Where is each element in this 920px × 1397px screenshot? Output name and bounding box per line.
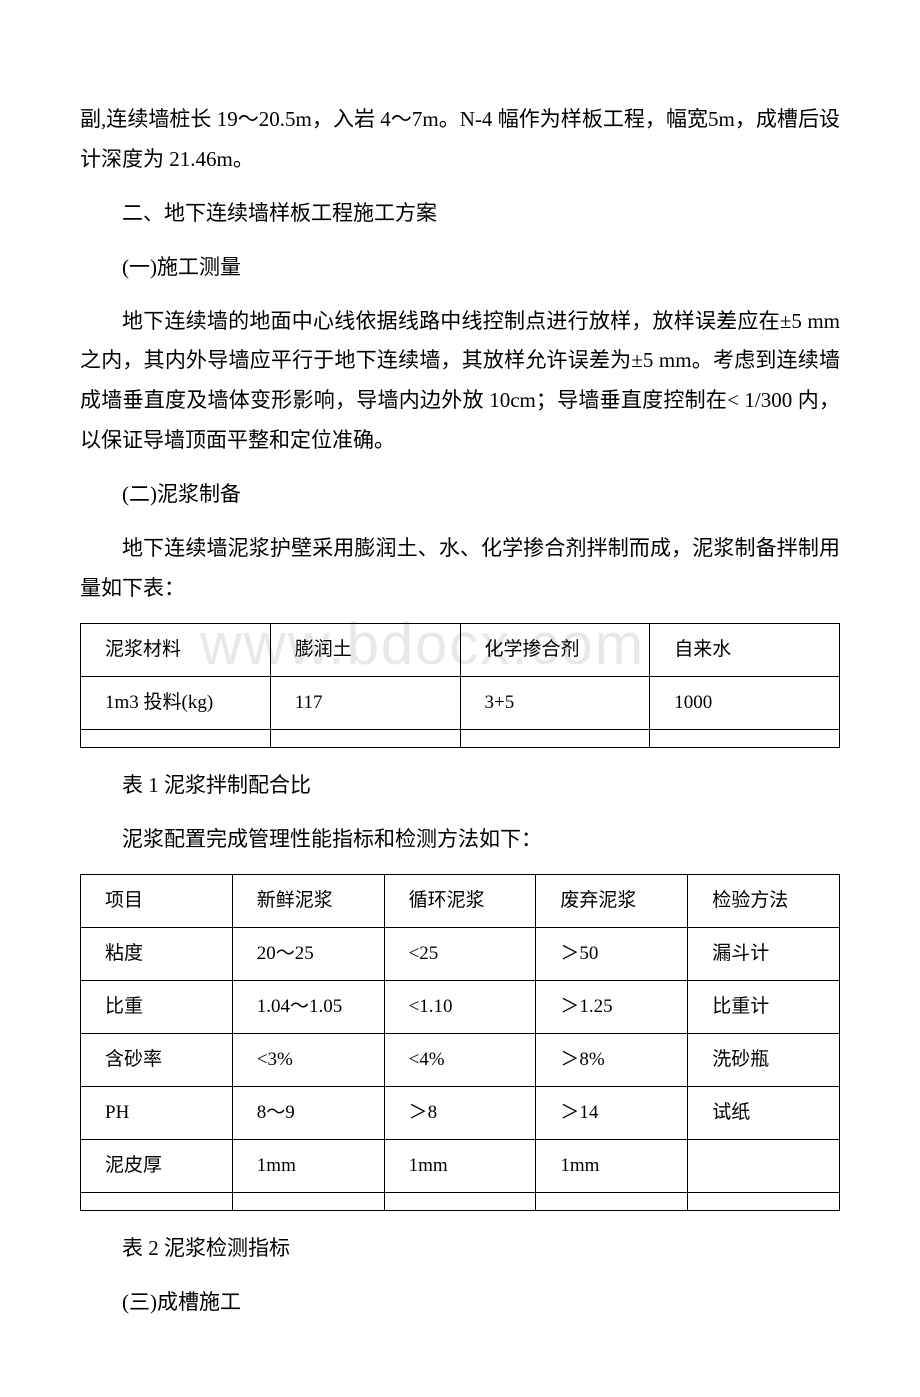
table-cell: 3+5 <box>460 676 650 729</box>
table-cell: 粘度 <box>81 927 233 980</box>
table-cell <box>384 1193 536 1211</box>
table-cell <box>688 1193 840 1211</box>
paragraph-mud-perf: 泥浆配置完成管理性能指标和检测方法如下： <box>80 820 840 860</box>
table-row: 粘度 20～25 <25 ＞50 漏斗计 <box>81 927 840 980</box>
table-cell: 比重 <box>81 980 233 1033</box>
table-cell: ＞14 <box>536 1087 688 1140</box>
table-cell: 膨润土 <box>270 623 460 676</box>
table-caption-2: 表 2 泥浆检测指标 <box>80 1229 840 1269</box>
table-cell: 1m3 投料(kg) <box>81 676 271 729</box>
subheading-2: (二)泥浆制备 <box>80 475 840 515</box>
table-cell <box>232 1193 384 1211</box>
table-cell: 自来水 <box>650 623 840 676</box>
table-cell: 废弃泥浆 <box>536 874 688 927</box>
table-row: 泥浆材料 膨润土 化学掺合剂 自来水 <box>81 623 840 676</box>
subheading-3: (三)成槽施工 <box>80 1283 840 1323</box>
table-cell: 化学掺合剂 <box>460 623 650 676</box>
table-cell: <3% <box>232 1034 384 1087</box>
table-cell <box>460 729 650 747</box>
table-cell: 项目 <box>81 874 233 927</box>
table-cell: 新鲜泥浆 <box>232 874 384 927</box>
table-cell: 1mm <box>384 1140 536 1193</box>
table-cell <box>688 1140 840 1193</box>
table-cell: 循环泥浆 <box>384 874 536 927</box>
table-cell: ＞8 <box>384 1087 536 1140</box>
table-cell: 泥皮厚 <box>81 1140 233 1193</box>
table-cell: 试纸 <box>688 1087 840 1140</box>
table-row <box>81 729 840 747</box>
table-cell: 比重计 <box>688 980 840 1033</box>
table-cell: 8～9 <box>232 1087 384 1140</box>
table-mud-test: 项目 新鲜泥浆 循环泥浆 废弃泥浆 检验方法 粘度 20～25 <25 ＞50 … <box>80 874 840 1212</box>
subheading-1: (一)施工测量 <box>80 248 840 288</box>
table-cell: 检验方法 <box>688 874 840 927</box>
table-cell: <1.10 <box>384 980 536 1033</box>
table-cell: 洗砂瓶 <box>688 1034 840 1087</box>
table-row: 比重 1.04～1.05 <1.10 ＞1.25 比重计 <box>81 980 840 1033</box>
table-cell: ＞1.25 <box>536 980 688 1033</box>
table-cell: 漏斗计 <box>688 927 840 980</box>
table-cell: 1000 <box>650 676 840 729</box>
table-cell: 1mm <box>536 1140 688 1193</box>
table-cell: 1.04～1.05 <box>232 980 384 1033</box>
table-row: PH 8～9 ＞8 ＞14 试纸 <box>81 1087 840 1140</box>
table-caption-1: 表 1 泥浆拌制配合比 <box>80 766 840 806</box>
table-row <box>81 1193 840 1211</box>
paragraph-mud: 地下连续墙泥浆护壁采用膨润土、水、化学掺合剂拌制而成，泥浆制备拌制用量如下表： <box>80 529 840 609</box>
table-cell: ＞50 <box>536 927 688 980</box>
table-cell: ＞8% <box>536 1034 688 1087</box>
table-cell <box>536 1193 688 1211</box>
table-row: 1m3 投料(kg) 117 3+5 1000 <box>81 676 840 729</box>
table-row: 含砂率 <3% <4% ＞8% 洗砂瓶 <box>81 1034 840 1087</box>
table-cell: <4% <box>384 1034 536 1087</box>
table-cell: 20～25 <box>232 927 384 980</box>
table-cell <box>81 1193 233 1211</box>
table-cell: 1mm <box>232 1140 384 1193</box>
table-cell <box>270 729 460 747</box>
heading-section-2: 二、地下连续墙样板工程施工方案 <box>80 194 840 234</box>
table-cell <box>81 729 271 747</box>
table-mud-mix: 泥浆材料 膨润土 化学掺合剂 自来水 1m3 投料(kg) 117 3+5 10… <box>80 623 840 748</box>
table-row: 项目 新鲜泥浆 循环泥浆 废弃泥浆 检验方法 <box>81 874 840 927</box>
paragraph-survey: 地下连续墙的地面中心线依据线路中线控制点进行放样，放样误差应在±5 mm 之内，… <box>80 302 840 462</box>
table-cell <box>650 729 840 747</box>
table-cell: 泥浆材料 <box>81 623 271 676</box>
table-cell: <25 <box>384 927 536 980</box>
table-cell: 117 <box>270 676 460 729</box>
table-row: 泥皮厚 1mm 1mm 1mm <box>81 1140 840 1193</box>
table-cell: 含砂率 <box>81 1034 233 1087</box>
document-content: 副,连续墙桩长 19～20.5m，入岩 4～7m。N-4 幅作为样板工程，幅宽5… <box>80 100 840 1323</box>
table-cell: PH <box>81 1087 233 1140</box>
paragraph-intro: 副,连续墙桩长 19～20.5m，入岩 4～7m。N-4 幅作为样板工程，幅宽5… <box>80 100 840 180</box>
